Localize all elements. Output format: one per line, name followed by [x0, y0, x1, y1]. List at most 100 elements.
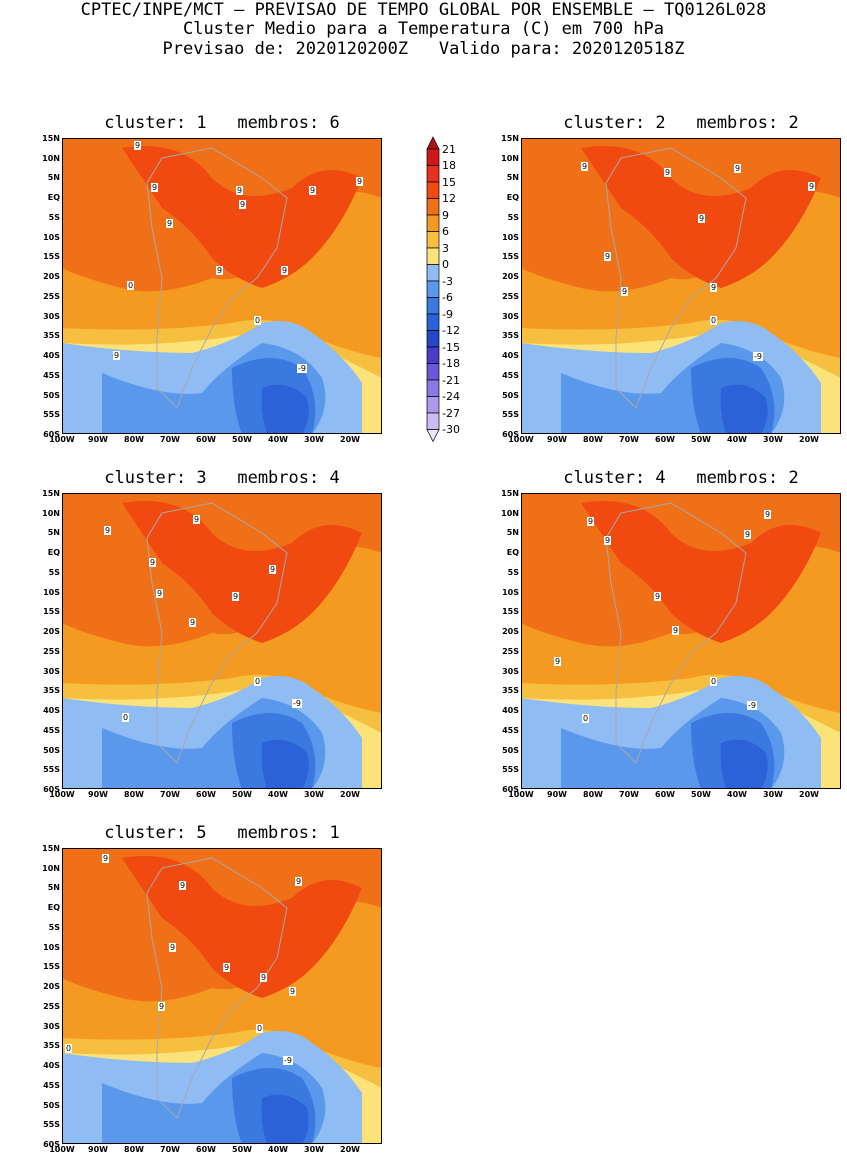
lat-tick-label: 10S [43, 232, 60, 242]
map-frame [521, 138, 841, 434]
lat-tick-label: EQ [506, 193, 519, 203]
lon-tick-label: 30W [763, 790, 783, 799]
lat-tick-label: 15N [501, 134, 519, 143]
colorbar-swatch [426, 214, 440, 232]
colorbar-bottom-triangle [426, 429, 440, 443]
band-neg12-neg9 [720, 384, 768, 434]
contour-label: -9 [283, 1056, 293, 1065]
lat-tick-label: 35S [43, 331, 60, 341]
contour-label: -9 [297, 364, 307, 373]
contour-label: 9 [281, 266, 289, 275]
lat-tick-label: 20S [502, 627, 519, 637]
panel-title-3: cluster: 3 membros: 4 [104, 468, 340, 488]
lat-tick-label: 15S [502, 607, 519, 617]
map-frame [521, 493, 841, 789]
contour-label: 9 [581, 162, 589, 171]
lat-tick-label: 30S [43, 1021, 60, 1031]
contour-label: 9 [113, 351, 121, 360]
contour-label: 9 [808, 182, 816, 191]
band-12-15 [122, 501, 362, 643]
lat-tick-label: 45S [502, 370, 519, 380]
colorbar-swatch [426, 346, 440, 364]
colorbar-top-triangle [426, 136, 440, 150]
contour-label: 0 [122, 713, 130, 722]
contour-label: 9 [260, 973, 268, 982]
colorbar-label: -27 [442, 406, 460, 420]
contour-label: 9 [664, 168, 672, 177]
lon-tick-label: 20W [799, 790, 819, 799]
lat-tick-label: 5N [47, 528, 60, 538]
colorbar-swatch [426, 181, 440, 199]
colorbar-swatch [426, 297, 440, 315]
band-12-15 [122, 856, 362, 998]
colorbar-label: -12 [442, 324, 460, 337]
temperature-map-2 [521, 138, 841, 434]
map-frame [62, 848, 382, 1144]
colorbar-label: -15 [442, 340, 460, 354]
colorbar-swatch [426, 247, 440, 265]
lat-tick-label: 60S [43, 785, 60, 794]
lat-tick-label: 15N [42, 134, 60, 143]
band-12-15 [122, 146, 362, 288]
lat-tick-label: 5S [48, 212, 60, 222]
panel-title-4: cluster: 4 membros: 2 [563, 468, 799, 488]
lat-tick-label: 30S [502, 311, 519, 321]
colorbar-label: 21 [442, 142, 456, 156]
lat-tick-label: 15S [43, 607, 60, 617]
lon-tick-label: 90W [547, 435, 567, 444]
lat-tick-label: 15S [43, 252, 60, 262]
lon-tick-label: 30W [304, 790, 324, 799]
lat-tick-label: EQ [506, 548, 519, 558]
lon-tick-label: 40W [268, 790, 288, 799]
colorbar-label: 0 [442, 258, 449, 271]
temperature-map-3 [62, 493, 382, 789]
contour-label: 9 [151, 183, 159, 192]
lat-tick-label: 45S [502, 725, 519, 735]
colorbar-swatch [426, 148, 440, 166]
contour-label: 9 [587, 517, 595, 526]
lon-tick-label: 90W [547, 790, 567, 799]
lat-tick-label: 55S [502, 410, 519, 420]
lat-tick-label: 15S [502, 252, 519, 262]
lat-tick-label: 35S [502, 331, 519, 341]
lat-tick-label: 10S [502, 232, 519, 242]
contour-label: 9 [189, 618, 197, 627]
contour-label: 9 [149, 558, 157, 567]
lat-tick-label: 10S [43, 587, 60, 597]
colorbar-label: -3 [442, 274, 453, 288]
lat-tick-label: EQ [47, 903, 60, 913]
lat-tick-label: 55S [502, 765, 519, 775]
lat-tick-label: 50S [502, 390, 519, 400]
contour-label: 9 [621, 287, 629, 296]
lat-tick-label: 30S [43, 311, 60, 321]
lon-tick-label: 30W [763, 435, 783, 444]
header-line-2: Cluster Medio para a Temperatura (C) em … [182, 19, 665, 39]
lon-tick-label: 100W [49, 435, 75, 444]
contour-label: 9 [672, 626, 680, 635]
south-america-outline [146, 147, 288, 409]
lon-tick-label: 90W [88, 1145, 108, 1154]
lat-tick-label: EQ [47, 193, 60, 203]
south-america-outline [146, 502, 288, 764]
lon-tick-label: 100W [508, 790, 534, 799]
temperature-map-1 [62, 138, 382, 434]
lat-tick-label: 60S [502, 785, 519, 794]
lat-tick-label: 25S [502, 291, 519, 301]
lat-tick-label: 55S [43, 410, 60, 420]
lat-tick-label: EQ [47, 548, 60, 558]
panel-title-2: cluster: 2 membros: 2 [563, 113, 799, 133]
contour-label: 9 [698, 214, 706, 223]
colorbar-label: -21 [442, 373, 460, 387]
lat-tick-label: 15N [42, 844, 60, 853]
lat-tick-label: 15N [501, 489, 519, 498]
colorbar-label: 9 [442, 208, 449, 222]
colorbar-swatch [426, 330, 440, 348]
lat-tick-label: 45S [43, 1080, 60, 1090]
contour-label: 0 [582, 714, 590, 723]
lat-tick-label: 10N [501, 153, 519, 163]
south-america-outline [605, 502, 747, 764]
contour-label: 9 [179, 881, 187, 890]
contour-label: 0 [65, 1044, 73, 1053]
lon-tick-label: 70W [619, 790, 639, 799]
temperature-map-5 [62, 848, 382, 1144]
